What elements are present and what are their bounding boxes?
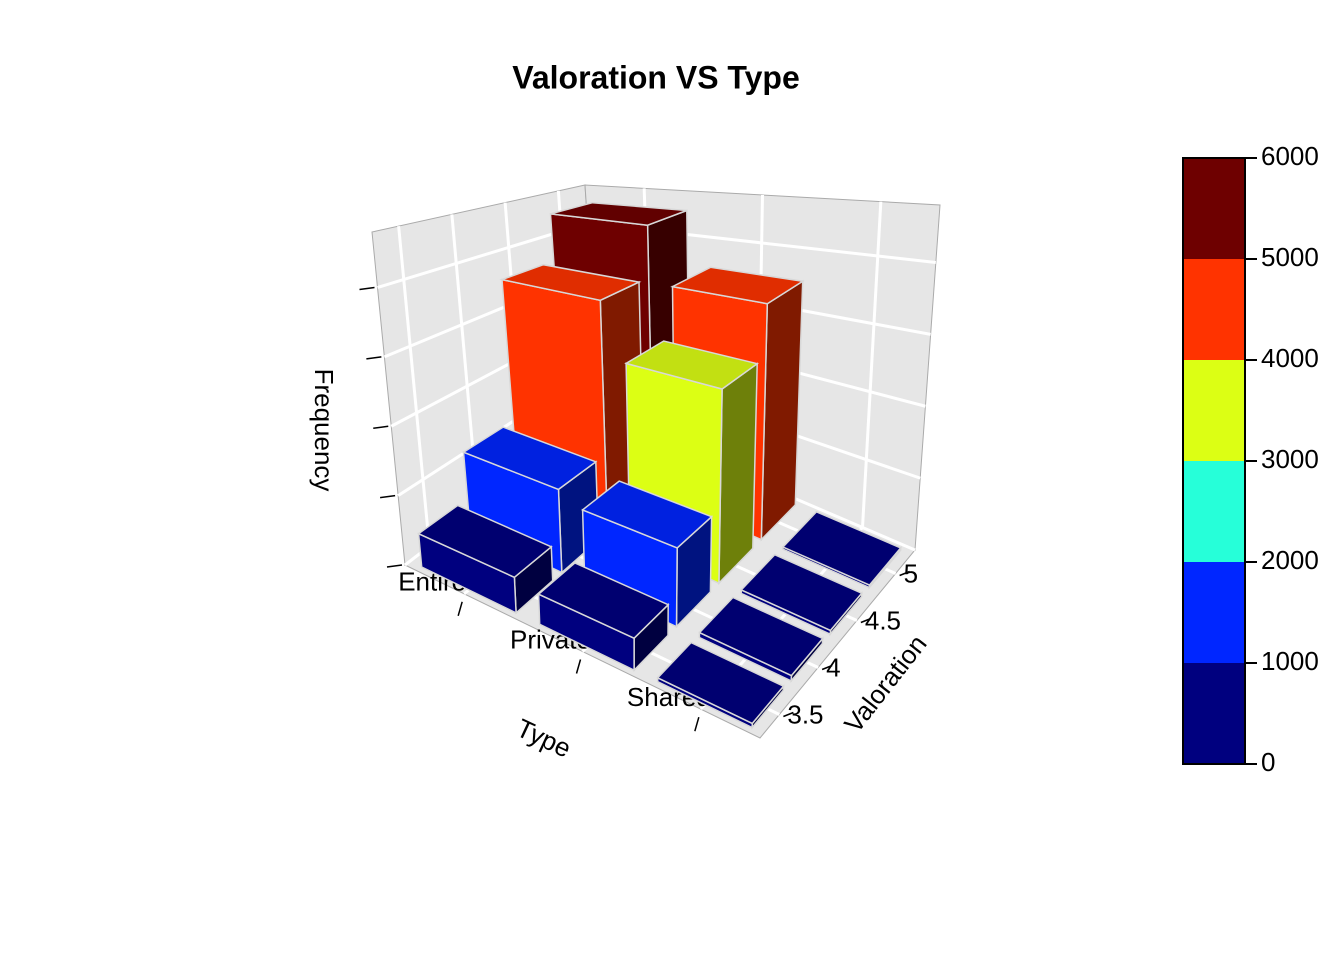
colorbar-tick-label: 0 xyxy=(1261,747,1275,777)
bar-top xyxy=(461,426,598,491)
colorbar-swatch xyxy=(1183,461,1245,562)
z-tick xyxy=(380,494,396,499)
colorbar-tick-label: 2000 xyxy=(1261,545,1319,575)
bar-top xyxy=(698,596,824,677)
grid-line xyxy=(397,225,431,547)
z-tick xyxy=(386,564,403,568)
x-axis-label: Type xyxy=(512,713,576,764)
y-tick-label: 3.5 xyxy=(787,699,823,729)
colorbar-swatch xyxy=(1183,158,1245,259)
y-tick xyxy=(783,711,794,718)
z-tick xyxy=(359,286,375,291)
y-tick xyxy=(821,664,833,671)
colorbar-tick-label: 1000 xyxy=(1261,646,1319,676)
x-tick xyxy=(575,659,582,674)
z-axis-label: Frequency xyxy=(309,369,339,492)
bar-top xyxy=(581,480,714,549)
bar-top xyxy=(781,510,902,587)
chart-title: Valoration VS Type xyxy=(512,59,799,95)
colorbar-swatch xyxy=(1183,360,1245,461)
colorbar-swatch xyxy=(1183,562,1245,663)
bar-top xyxy=(537,562,670,640)
y-tick-label: 4 xyxy=(826,652,840,682)
y-axis-label: Valoration xyxy=(838,629,933,738)
bar-top xyxy=(499,263,642,302)
y-tick xyxy=(899,570,910,577)
bar-side xyxy=(718,362,758,586)
colorbar-tick-label: 3000 xyxy=(1261,444,1319,474)
bar-top xyxy=(417,504,553,579)
y-tick-label: 4.5 xyxy=(865,605,901,635)
colorbar-tick-label: 6000 xyxy=(1261,141,1319,171)
z-tick xyxy=(373,425,389,429)
bar-top xyxy=(670,266,805,305)
bar-top xyxy=(656,641,785,725)
x-tick xyxy=(694,716,700,732)
colorbar-tick-label: 4000 xyxy=(1261,343,1319,373)
colorbar-tick-label: 5000 xyxy=(1261,242,1319,272)
z-tick xyxy=(366,356,382,360)
colorbar-swatch xyxy=(1183,663,1245,764)
bar-top xyxy=(550,201,688,226)
bar-top xyxy=(740,553,863,632)
y-tick xyxy=(860,617,872,624)
grid-line xyxy=(861,201,883,528)
y-tick-label: 5 xyxy=(904,558,918,588)
colorbar-swatch xyxy=(1183,259,1245,360)
x-tick xyxy=(457,601,463,617)
bar-top xyxy=(624,340,759,390)
